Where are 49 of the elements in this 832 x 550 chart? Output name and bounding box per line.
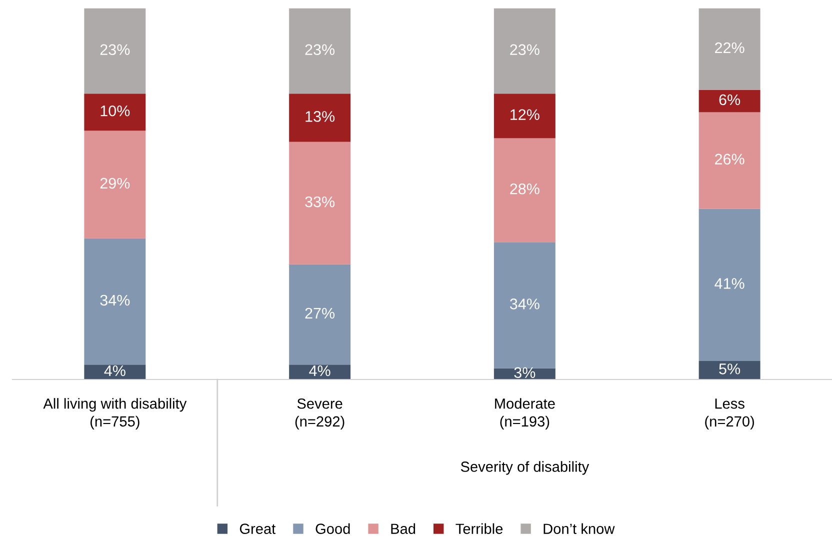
bar (84, 364, 146, 380)
x-axis-title: Severity of disability (460, 461, 590, 475)
bar (698, 208, 760, 361)
bar (698, 8, 760, 90)
bar (289, 94, 351, 142)
bar (698, 360, 760, 380)
data-label: 23% (100, 44, 130, 56)
bar (289, 142, 351, 264)
data-label: 4% (309, 365, 330, 376)
bar (84, 94, 146, 131)
bar (84, 8, 146, 94)
data-label: 10% (100, 105, 130, 116)
legend-label: Don’t know (544, 523, 615, 534)
bar (84, 130, 146, 238)
bar (289, 264, 351, 365)
data-label: 26% (715, 154, 744, 165)
x-tick-label: Severe (n=292) (295, 398, 344, 430)
data-label: 33% (305, 196, 335, 208)
data-label: 23% (510, 44, 540, 56)
legend-label: Bad (391, 523, 416, 534)
data-label: 22% (715, 42, 744, 54)
x-tick-label: All living with disability (n=755) (43, 398, 187, 430)
x-tick-label: Moderate (n=193) (495, 398, 555, 430)
data-label: 34% (100, 294, 130, 306)
data-label: 27% (305, 308, 335, 319)
data-label: 6% (719, 94, 740, 106)
bar (494, 242, 556, 368)
data-label: 4% (104, 365, 126, 376)
bar (698, 112, 760, 209)
x-tick-label: Less (n=270) (705, 398, 754, 430)
legend-label: Great (240, 524, 276, 534)
bar (494, 138, 556, 242)
data-label: 41% (714, 278, 744, 289)
bar (494, 8, 556, 94)
data-label: 3% (514, 367, 536, 378)
data-label: 5% (719, 364, 740, 374)
legend-label: Terrible (456, 523, 503, 534)
bar (289, 364, 351, 380)
bar (289, 8, 351, 94)
legend-label: Good (316, 523, 350, 534)
data-label: 28% (510, 183, 540, 194)
bar (494, 94, 556, 138)
data-label: 23% (305, 44, 335, 56)
bar (698, 90, 760, 112)
bar (84, 238, 146, 365)
data-label: 34% (510, 298, 540, 310)
data-label: 12% (510, 109, 540, 120)
data-label: 29% (100, 178, 130, 189)
data-label: 13% (306, 111, 335, 122)
